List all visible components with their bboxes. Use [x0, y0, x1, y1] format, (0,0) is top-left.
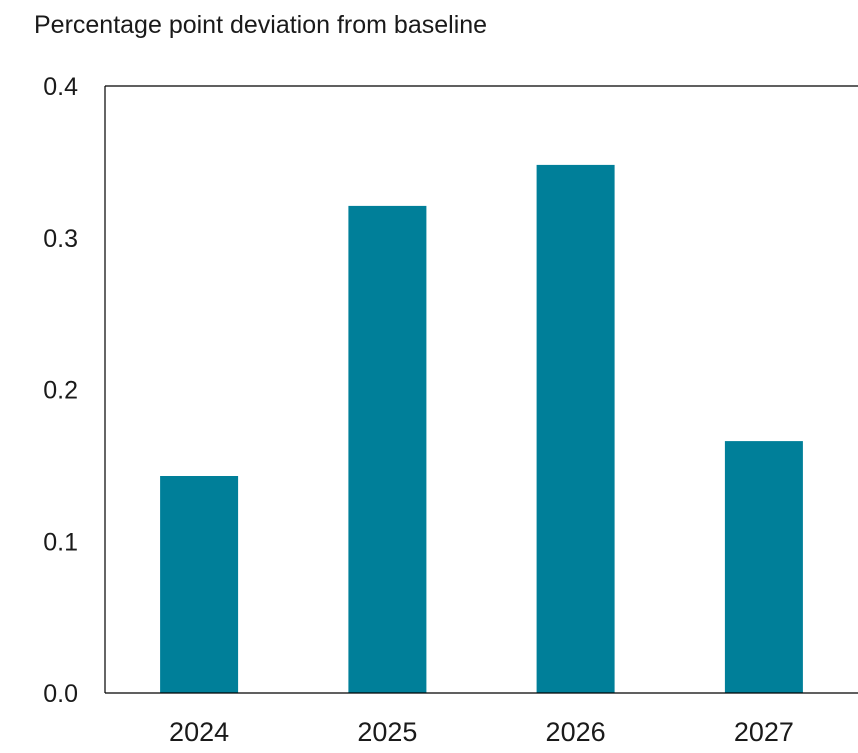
x-tick-label: 2026 [546, 717, 606, 747]
x-tick-label: 2027 [734, 717, 794, 747]
y-tick-label: 0.0 [43, 680, 78, 708]
bars-group [160, 164, 803, 693]
plot-frame [104, 85, 858, 694]
y-tick-labels: 0.0 0.1 0.2 0.3 0.4 [43, 73, 78, 708]
y-tick-label: 0.2 [43, 377, 78, 405]
y-tick-label: 0.1 [43, 528, 78, 556]
x-tick-label: 2024 [169, 717, 229, 747]
x-tick-labels: 2024 2025 2026 2027 [169, 717, 794, 747]
bar-2025 [348, 205, 427, 693]
y-tick-label: 0.3 [43, 225, 78, 253]
bar-2026 [536, 164, 615, 693]
bar-2024 [160, 476, 239, 693]
y-tick-label: 0.4 [43, 73, 78, 101]
x-tick-label: 2025 [357, 717, 417, 747]
y-axis-title: Percentage point deviation from baseline [34, 11, 488, 39]
bar-2027 [724, 441, 803, 693]
